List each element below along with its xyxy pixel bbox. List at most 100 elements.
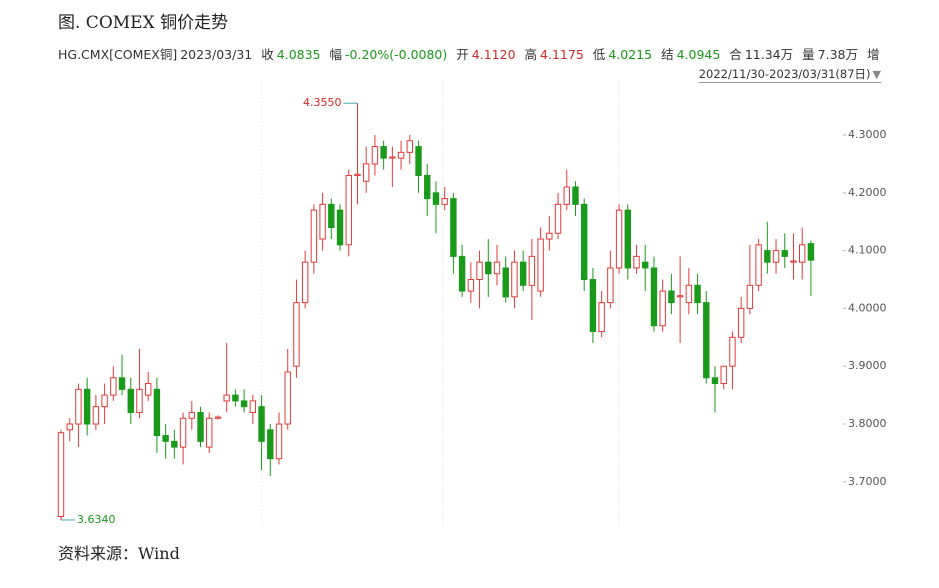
quote-item: 收 4.0835 <box>261 44 320 63</box>
candle-body <box>145 383 152 396</box>
candle-body <box>136 388 143 413</box>
min-label: 3.6340 <box>77 513 116 526</box>
candle-body <box>799 244 806 263</box>
quote-value: 4.0945 <box>676 47 721 62</box>
candle-body <box>554 203 562 234</box>
candle-body <box>546 232 553 240</box>
candle-body <box>659 290 666 327</box>
candle-body <box>807 243 815 261</box>
candle-body <box>772 250 780 263</box>
quote-item: 结 4.0945 <box>661 44 720 63</box>
candle-body <box>275 423 283 460</box>
candle-body <box>301 261 309 304</box>
quote-key: 幅 <box>329 47 343 62</box>
candle-body <box>179 417 187 448</box>
candle-body <box>685 284 693 304</box>
quote-item: 幅 -0.20%(-0.0080) <box>330 44 448 63</box>
candle-body <box>206 417 213 448</box>
candle-body <box>284 371 291 425</box>
candle-body <box>345 174 352 246</box>
quote-value: 4.1120 <box>471 47 516 62</box>
dropdown-arrow: ▼ <box>872 68 881 81</box>
candle-body <box>485 261 492 275</box>
candle-body <box>389 156 396 159</box>
y-tick-label: 3.9000 <box>848 359 887 372</box>
candle-body <box>92 406 100 425</box>
quote-key: 低 <box>592 47 606 62</box>
candle-body <box>240 400 248 408</box>
candle-body <box>406 140 414 153</box>
y-tick-label: 3.7000 <box>848 475 887 488</box>
candle-body <box>397 151 405 159</box>
candle-body <box>511 261 518 298</box>
quote-value: 11.34万 <box>744 47 794 62</box>
candle-body <box>118 377 126 390</box>
quote-value: 7.38万 <box>817 47 858 62</box>
quote-item: 增 <box>867 44 883 63</box>
date-range[interactable]: 2022/11/30-2023/03/31(87日) ▼ <box>698 66 881 83</box>
candle-body <box>581 203 588 281</box>
source-note: 资料来源：Wind <box>58 544 180 563</box>
candle-body <box>720 365 727 385</box>
candle-body <box>319 203 326 240</box>
candle-body <box>607 267 614 304</box>
candle-body <box>432 192 440 205</box>
candle-body <box>162 435 169 442</box>
candle-body <box>650 267 658 327</box>
candle-body <box>110 377 117 396</box>
candle-body <box>223 394 230 402</box>
candle-body <box>83 388 91 425</box>
candle-body <box>668 290 675 304</box>
candle-body <box>363 163 370 182</box>
candle-body <box>371 146 379 165</box>
candle-body <box>502 267 509 298</box>
quote-key: 结 <box>661 47 674 62</box>
candle-body <box>441 198 448 205</box>
quote-value: 4.0215 <box>608 47 653 62</box>
candle-body <box>66 423 73 431</box>
candle-body <box>171 440 178 448</box>
candle-body <box>293 302 300 367</box>
quote-item: HG.CMX[COMEX铜] 2023/03/31 <box>58 44 252 63</box>
quote-value: 2023/03/31 <box>180 47 253 62</box>
quote-item: 低 4.0215 <box>593 44 652 63</box>
candle-body <box>415 146 422 176</box>
candle-body <box>781 250 788 257</box>
y-tick-label: 4.3000 <box>848 128 887 141</box>
candle-body <box>153 388 161 437</box>
candle-body <box>476 261 483 281</box>
quote-key: 量 <box>802 47 815 62</box>
y-tick-label: 4.1000 <box>848 244 887 257</box>
candle-body <box>336 209 344 246</box>
candle-body <box>57 432 65 518</box>
candle-body <box>537 238 544 292</box>
quote-value: -0.20%(-0.0080) <box>345 47 448 62</box>
candle-body <box>450 198 457 257</box>
quote-item: 合 11.34万 <box>729 44 793 63</box>
candle-body <box>101 394 108 408</box>
candle-body <box>563 186 570 205</box>
quote-line: HG.CMX[COMEX铜] 2023/03/31 收 4.0835 幅 -0.20%(-… <box>58 44 883 63</box>
candle-body <box>424 174 431 200</box>
date-range-text: 2022/11/30-2023/03/31(87日) <box>698 67 871 81</box>
candle-body <box>703 302 710 379</box>
candle-body <box>267 429 274 460</box>
candle-body <box>249 400 257 413</box>
candle-body <box>572 186 579 205</box>
page-title: 图. COMEX 铜价走势 <box>58 13 229 33</box>
quote-item: 开 4.1120 <box>456 44 515 63</box>
candle-body <box>467 279 475 292</box>
candle-body <box>380 146 387 159</box>
candle-body <box>737 307 745 338</box>
candle-body <box>598 302 605 333</box>
candle-body <box>746 284 754 309</box>
quote-key: 收 <box>261 47 274 62</box>
candle-body <box>493 261 501 275</box>
quote-value: 4.0835 <box>276 47 321 62</box>
quote-item: 高 4.1175 <box>525 44 584 63</box>
candle-body <box>729 336 736 367</box>
candle-body <box>633 255 640 269</box>
candle-body <box>458 255 466 292</box>
